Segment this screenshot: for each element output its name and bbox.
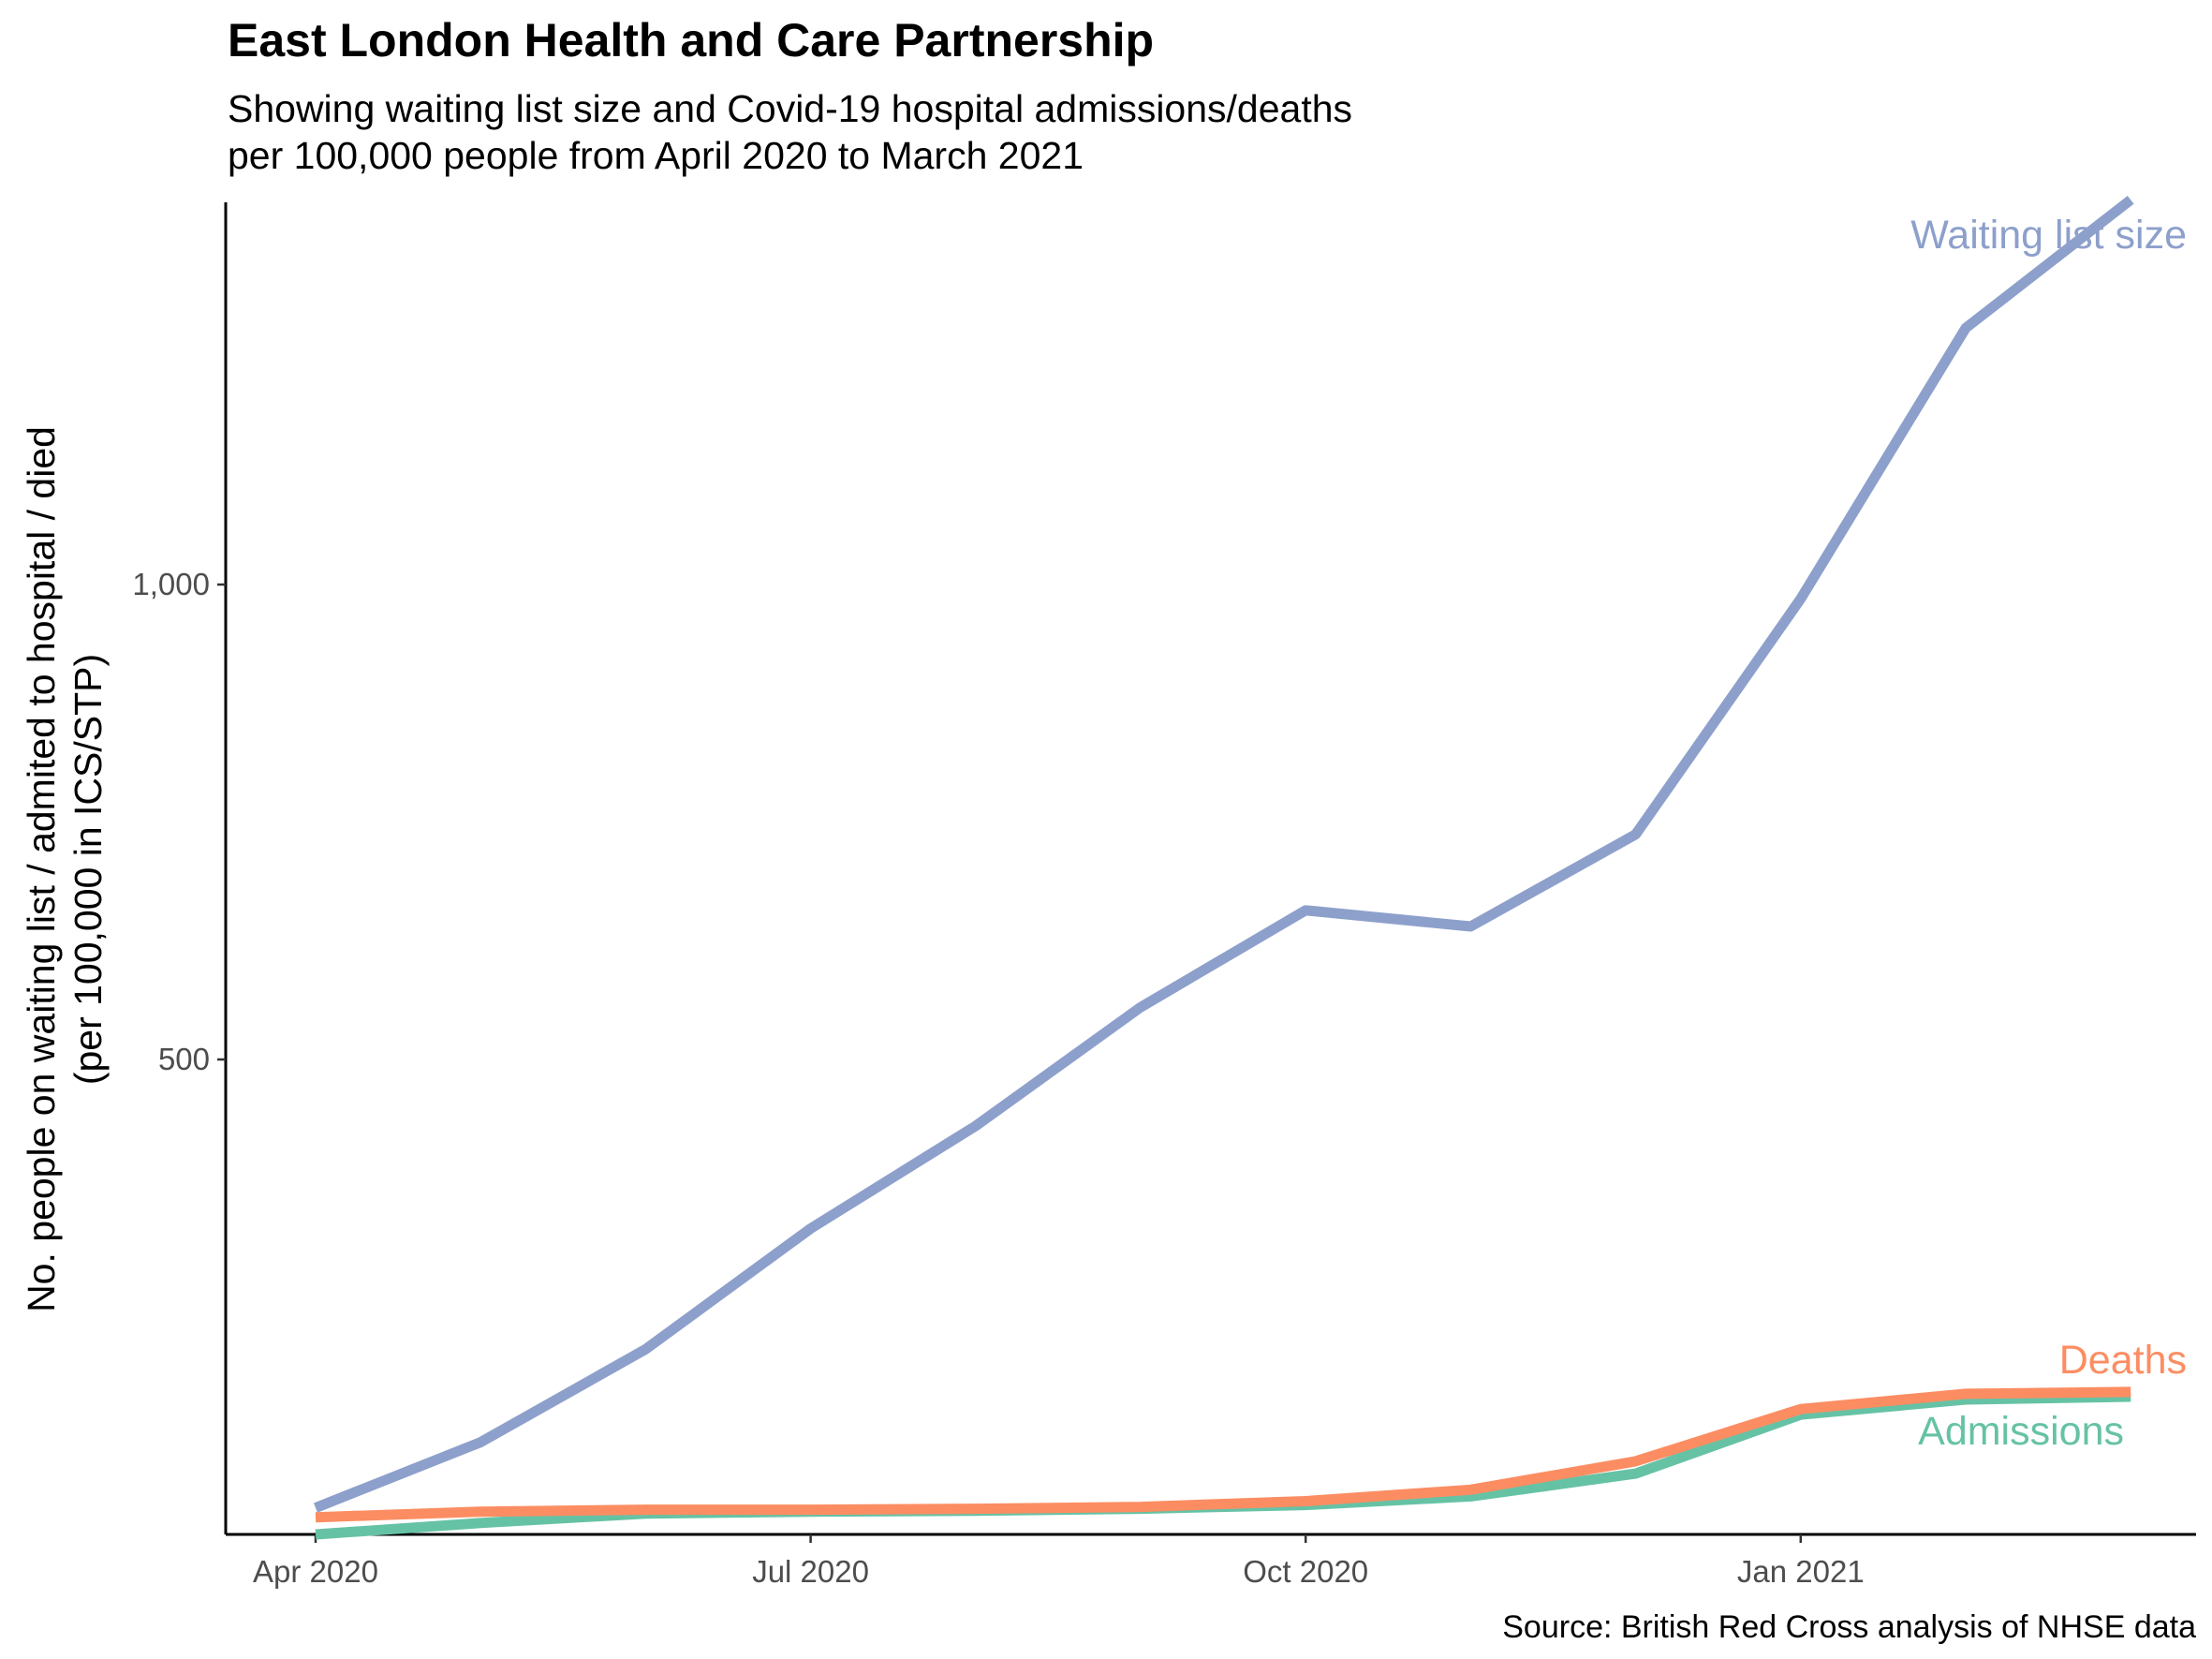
- x-tick-label: Jan 2021: [1737, 1554, 1865, 1589]
- series-label-deaths: Deaths: [2059, 1338, 2187, 1383]
- chart-subtitle-line-2: per 100,000 people from April 2020 to Ma…: [228, 134, 1084, 177]
- y-tick-label: 500: [158, 1042, 210, 1076]
- x-tick-label: Apr 2020: [253, 1554, 378, 1589]
- x-tick-label: Oct 2020: [1243, 1554, 1368, 1589]
- chart-subtitle-line-1: Showing waiting list size and Covid-19 h…: [228, 87, 1352, 130]
- y-axis-title-line-1: No. people on waiting list / admited to …: [20, 426, 63, 1312]
- series-line-deaths: [315, 1386, 2131, 1523]
- y-axis-title-line-2: (per 100,000 in ICS/STP): [66, 654, 110, 1085]
- series-labels: Waiting list size Deaths Admissions: [1910, 213, 2187, 1454]
- y-tick-label: 1,000: [132, 567, 210, 601]
- chart-caption: Source: British Red Cross analysis of NH…: [1502, 1609, 2196, 1645]
- y-axis-title: No. people on waiting list / admited to …: [20, 426, 110, 1312]
- series-lines: [313, 195, 2134, 1540]
- series-line-waiting-list-size: [313, 195, 2134, 1513]
- series-label-admissions: Admissions: [1918, 1409, 2124, 1454]
- y-axis-ticks: 500 1,000: [132, 567, 226, 1076]
- chart-title: East London Health and Care Partnership: [228, 14, 1154, 67]
- x-axis-ticks: Apr 2020 Jul 2020 Oct 2020 Jan 2021: [253, 1534, 1865, 1589]
- x-tick-label: Jul 2020: [752, 1554, 869, 1589]
- series-label-waiting-list-size: Waiting list size: [1910, 213, 2187, 258]
